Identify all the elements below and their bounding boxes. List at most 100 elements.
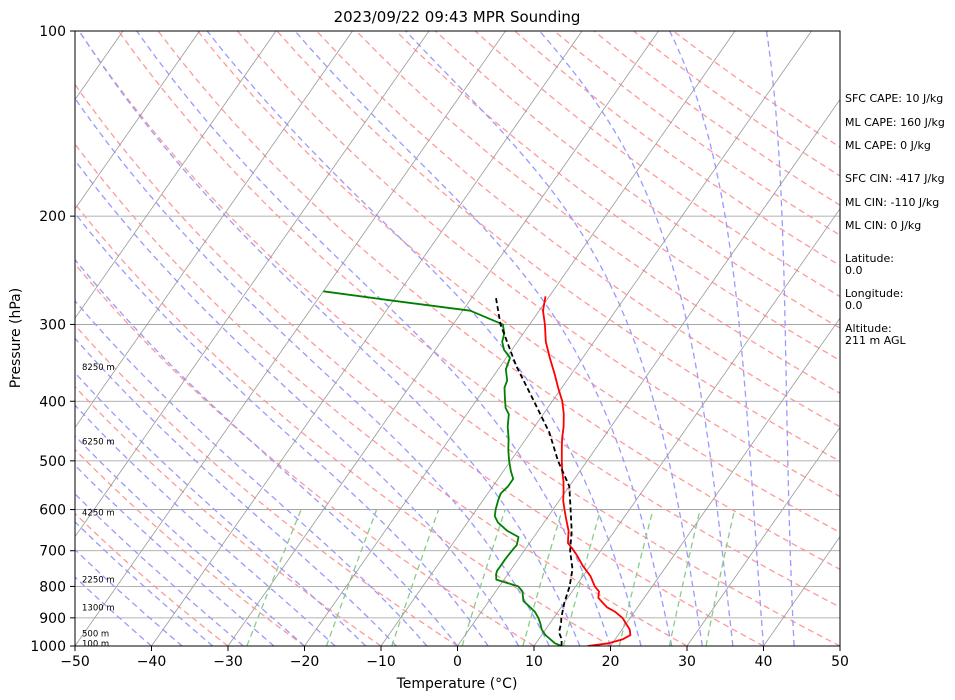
dry-adiabat xyxy=(75,448,305,646)
y-tick-label: 800 xyxy=(39,579,66,595)
mixing-ratio-line xyxy=(668,509,701,646)
y-tick-label: 300 xyxy=(39,317,66,333)
dry-adiabat xyxy=(157,31,840,571)
isotherm-lines xyxy=(75,31,840,646)
mixing-ratio-line xyxy=(246,509,302,646)
dry-adiabat xyxy=(75,202,611,646)
dry-adiabats xyxy=(75,31,840,646)
ml-cin-text-2: ML CIN: 0 J/kg xyxy=(845,219,921,232)
dry-adiabat xyxy=(75,263,535,646)
isotherm-line xyxy=(75,31,430,538)
latitude-value: 0.0 xyxy=(845,264,863,277)
moist-adiabat xyxy=(75,97,550,646)
y-tick-label: 600 xyxy=(39,503,66,519)
isotherm-line xyxy=(686,426,840,646)
chart-title: 2023/09/22 09:43 MPR Sounding xyxy=(334,8,581,26)
moist-adiabat xyxy=(75,371,367,646)
isotherm-line xyxy=(227,31,659,646)
isotherm-line xyxy=(380,31,812,646)
mixing-ratio-line xyxy=(461,509,506,646)
y-tick-label: 200 xyxy=(39,209,66,225)
x-tick-label: 40 xyxy=(755,654,773,670)
x-tick-label: 30 xyxy=(678,654,696,670)
height-label: 500 m xyxy=(82,630,109,640)
moist-adiabat xyxy=(765,31,795,646)
y-axis-ticks: 100 200 300 400 500 600 700 800 900 1000 xyxy=(30,24,75,655)
mixing-ratio-line xyxy=(325,509,378,646)
moist-adiabat xyxy=(75,258,459,646)
longitude-label: Longitude: xyxy=(845,287,903,300)
moist-adiabat xyxy=(75,212,489,646)
dry-adiabat xyxy=(78,31,840,646)
x-tick-label: 50 xyxy=(831,654,849,670)
dry-adiabat xyxy=(355,31,840,395)
isotherm-line xyxy=(75,31,353,429)
y-tick-label: 700 xyxy=(39,544,66,560)
height-label: 2250 m xyxy=(82,576,115,586)
height-label: 6250 m xyxy=(82,437,115,447)
moist-adiabat xyxy=(405,31,703,646)
x-tick-label: −50 xyxy=(60,654,90,670)
moist-adiabat xyxy=(75,434,305,646)
height-label: 8250 m xyxy=(82,363,115,373)
moist-adiabat xyxy=(78,31,581,646)
isobar-lines xyxy=(75,215,840,619)
x-tick-label: 0 xyxy=(453,654,462,670)
dry-adiabat xyxy=(276,31,840,463)
height-label: 1300 m xyxy=(82,603,115,613)
moist-adiabat xyxy=(75,337,397,646)
sounding-series xyxy=(323,290,632,646)
ml-cin-text-1: ML CIN: -110 J/kg xyxy=(845,196,939,209)
y-tick-label: 400 xyxy=(39,394,66,410)
mixing-ratio-line xyxy=(705,509,736,646)
x-tick-label: −40 xyxy=(137,654,167,670)
dry-adiabat xyxy=(117,31,840,608)
moist-adiabat xyxy=(75,159,520,646)
isotherm-line xyxy=(151,31,583,646)
x-tick-label: 10 xyxy=(525,654,543,670)
mixing-ratio-line xyxy=(618,509,654,646)
temperature-line xyxy=(542,296,632,646)
isotherm-line xyxy=(75,31,506,646)
altitude-value: 211 m AGL xyxy=(845,334,907,347)
isotherm-line xyxy=(304,31,736,646)
side-panel: SFC CAPE: 10 J/kg ML CAPE: 160 J/kg ML C… xyxy=(845,92,945,347)
latitude-label: Latitude: xyxy=(845,252,894,265)
y-tick-label: 900 xyxy=(39,611,66,627)
y-axis-label: Pressure (hPa) xyxy=(8,288,24,388)
sfc-cape-text: SFC CAPE: 10 J/kg xyxy=(845,92,943,105)
dry-adiabat xyxy=(474,31,840,298)
moist-adiabat xyxy=(136,31,612,646)
mixing-ratio-line xyxy=(391,509,440,646)
y-tick-label: 1000 xyxy=(30,639,66,655)
isotherm-line xyxy=(75,31,277,319)
dry-adiabat xyxy=(236,31,840,498)
height-label: 100 m xyxy=(82,639,109,649)
x-tick-label: −10 xyxy=(366,654,396,670)
moist-adiabat xyxy=(539,31,734,646)
moist-adiabat xyxy=(75,404,336,646)
isotherm-line xyxy=(457,98,840,646)
altitude-label: Altitude: xyxy=(845,322,892,335)
x-tick-label: 20 xyxy=(602,654,620,670)
x-tick-label: −30 xyxy=(213,654,243,670)
ml-cape-text-2: ML CAPE: 0 J/kg xyxy=(845,139,931,152)
sfc-cin-text: SFC CIN: -417 J/kg xyxy=(845,172,945,185)
moist-adiabat xyxy=(669,31,765,646)
dry-adiabat xyxy=(197,31,840,534)
y-tick-label: 500 xyxy=(39,454,66,470)
moist-adiabat xyxy=(294,31,673,646)
moist-adiabat xyxy=(75,576,152,646)
dry-adiabat xyxy=(316,31,840,428)
dry-adiabat xyxy=(75,83,764,646)
height-label: 4250 m xyxy=(82,509,115,519)
mixing-ratio-lines xyxy=(246,509,736,646)
moist-adiabat xyxy=(75,300,428,646)
isotherm-line xyxy=(610,317,840,646)
parcel-line xyxy=(494,296,574,646)
isotherm-line xyxy=(75,31,200,210)
mixing-ratio-line xyxy=(522,509,564,646)
dewpoint-line xyxy=(323,290,562,646)
